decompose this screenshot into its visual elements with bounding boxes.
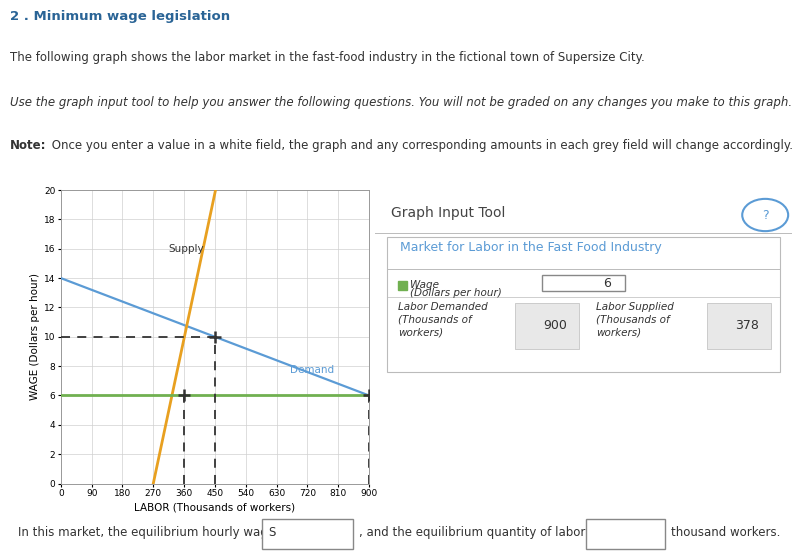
Text: Market for Labor in the Fast Food Industry: Market for Labor in the Fast Food Indust… [400, 241, 662, 254]
X-axis label: LABOR (Thousands of workers): LABOR (Thousands of workers) [135, 502, 295, 512]
Text: Graph Input Tool: Graph Input Tool [392, 206, 506, 220]
Text: Labor Demanded
(Thousands of
workers): Labor Demanded (Thousands of workers) [397, 301, 487, 338]
Text: 378: 378 [735, 319, 759, 333]
Text: S: S [268, 527, 276, 539]
Text: thousand workers.: thousand workers. [672, 527, 781, 539]
FancyBboxPatch shape [586, 519, 665, 549]
Text: Demand: Demand [290, 366, 334, 376]
Text: Wage: Wage [410, 281, 440, 291]
Text: Once you enter a value in a white field, the graph and any corresponding amounts: Once you enter a value in a white field,… [48, 139, 793, 151]
Text: , and the equilibrium quantity of labor is: , and the equilibrium quantity of labor … [358, 527, 599, 539]
Text: 900: 900 [543, 319, 567, 333]
Text: Labor Supplied
(Thousands of
workers): Labor Supplied (Thousands of workers) [596, 301, 674, 338]
Text: 2 . Minimum wage legislation: 2 . Minimum wage legislation [10, 11, 230, 23]
Y-axis label: WAGE (Dollars per hour): WAGE (Dollars per hour) [30, 273, 40, 400]
FancyBboxPatch shape [542, 275, 625, 291]
FancyBboxPatch shape [706, 303, 771, 349]
Text: Use the graph input tool to help you answer the following questions. You will no: Use the graph input tool to help you ans… [10, 96, 792, 110]
FancyBboxPatch shape [515, 303, 579, 349]
Text: In this market, the equilibrium hourly wage is: In this market, the equilibrium hourly w… [18, 527, 288, 539]
Text: Supply: Supply [169, 244, 204, 254]
FancyBboxPatch shape [262, 519, 353, 549]
Text: Note:: Note: [10, 139, 46, 151]
Text: The following graph shows the labor market in the fast-food industry in the fict: The following graph shows the labor mark… [10, 51, 645, 64]
Text: 6: 6 [603, 277, 611, 290]
Text: (Dollars per hour): (Dollars per hour) [410, 288, 502, 299]
Bar [397, 281, 407, 290]
FancyBboxPatch shape [387, 237, 780, 372]
Text: ?: ? [762, 209, 769, 221]
